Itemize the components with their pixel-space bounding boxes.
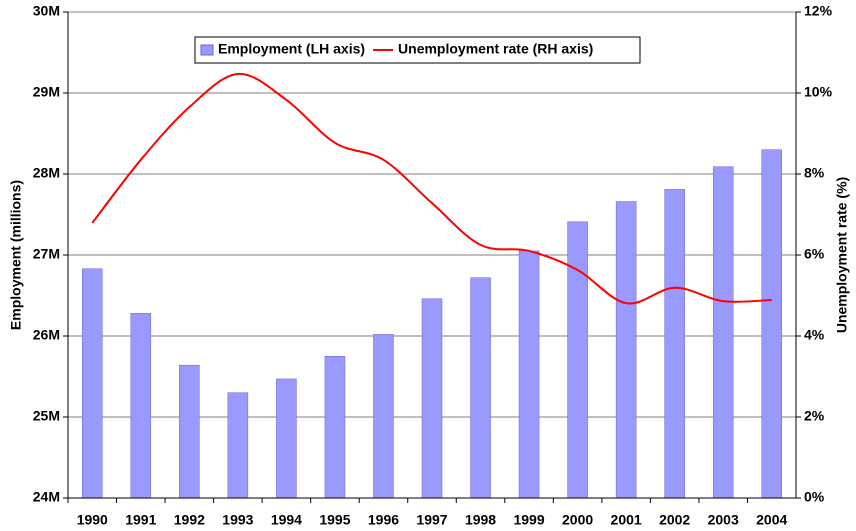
y2-tick-label: 4% bbox=[804, 327, 825, 343]
x-tick-label: 1994 bbox=[271, 512, 302, 528]
line bbox=[91, 72, 772, 305]
x-tick-label: 2000 bbox=[562, 512, 593, 528]
y-tick-label: 26M bbox=[33, 327, 60, 343]
bar bbox=[470, 277, 491, 499]
y2-tick-label: 0% bbox=[804, 489, 825, 505]
bar bbox=[518, 250, 540, 499]
y2-tick-label: 12% bbox=[804, 3, 833, 19]
y2-tick-label: 2% bbox=[804, 408, 825, 424]
bar bbox=[373, 334, 394, 499]
bar bbox=[712, 166, 734, 499]
x-tick-label: 1996 bbox=[368, 512, 399, 528]
bar bbox=[130, 313, 152, 499]
x-tick-label: 1999 bbox=[513, 512, 544, 528]
x-tick-label: 1992 bbox=[174, 512, 205, 528]
legend-box bbox=[194, 36, 641, 64]
x-tick-label: 1997 bbox=[416, 512, 447, 528]
y-tick-label: 29M bbox=[33, 84, 60, 100]
legend-label: Unemployment rate (RH axis) bbox=[398, 41, 593, 57]
bar bbox=[761, 149, 782, 499]
y-tick-label: 25M bbox=[33, 408, 60, 424]
bar bbox=[664, 189, 685, 499]
x-tick-label: 1990 bbox=[77, 512, 108, 528]
x-tick-label: 1991 bbox=[125, 512, 156, 528]
y2-tick-label: 10% bbox=[804, 84, 833, 100]
y-tick-label: 28M bbox=[33, 165, 60, 181]
bar bbox=[421, 298, 443, 499]
y-axis-title: Employment (millions) bbox=[8, 180, 24, 330]
x-tick-label: 1998 bbox=[465, 512, 496, 528]
y2-axis-title: Unemployment rate (%) bbox=[834, 177, 850, 333]
bar bbox=[82, 268, 103, 499]
legend-label: Employment (LH axis) bbox=[218, 41, 365, 57]
bar bbox=[324, 356, 346, 499]
y-tick-label: 27M bbox=[33, 246, 60, 262]
bar bbox=[567, 221, 588, 499]
y-tick-label: 30M bbox=[33, 3, 60, 19]
bar bbox=[276, 378, 297, 499]
bar bbox=[179, 364, 200, 499]
x-tick-label: 2001 bbox=[611, 512, 642, 528]
legend-swatch bbox=[200, 44, 214, 56]
y2-tick-label: 6% bbox=[804, 246, 825, 262]
bar bbox=[615, 201, 637, 499]
x-tick-label: 2004 bbox=[756, 512, 787, 528]
x-tick-label: 1993 bbox=[222, 512, 253, 528]
y2-tick-label: 8% bbox=[804, 165, 825, 181]
bar bbox=[227, 392, 249, 499]
x-tick-label: 2002 bbox=[659, 512, 690, 528]
y-tick-label: 24M bbox=[33, 489, 60, 505]
x-tick-label: 1995 bbox=[319, 512, 350, 528]
x-tick-label: 2003 bbox=[708, 512, 739, 528]
